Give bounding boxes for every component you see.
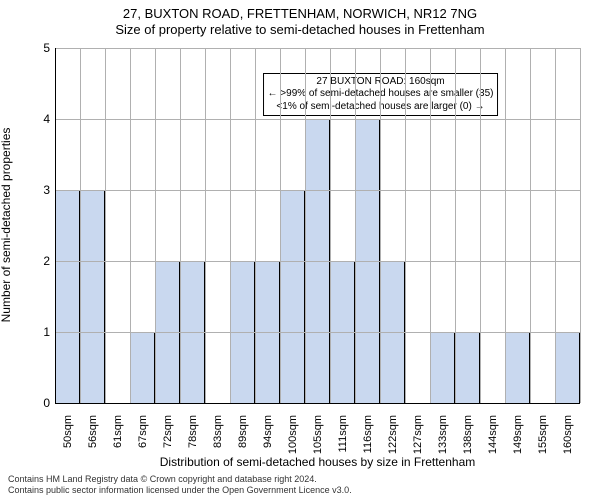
x-tick-label: 67sqm — [137, 415, 149, 475]
gridline-v — [80, 48, 81, 403]
gridline-v — [130, 48, 131, 403]
plot-area: 27 BUXTON ROAD: 160sqm ← >99% of semi-de… — [55, 48, 580, 403]
x-tick-label: 61sqm — [112, 415, 124, 475]
footer-attribution: Contains HM Land Registry data © Crown c… — [8, 474, 352, 497]
bar — [280, 190, 305, 403]
gridline-v — [305, 48, 306, 403]
gridline-v — [405, 48, 406, 403]
y-axis-label: Number of semi-detached properties — [0, 128, 13, 323]
bar — [80, 190, 105, 403]
x-tick-label: 78sqm — [187, 415, 199, 475]
gridline-v — [55, 48, 56, 403]
x-tick-label: 111sqm — [337, 415, 349, 475]
gridline-v — [180, 48, 181, 403]
gridline-v — [280, 48, 281, 403]
gridline-v — [580, 48, 581, 403]
gridline-v — [255, 48, 256, 403]
x-tick-label: 144sqm — [487, 415, 499, 475]
gridline-h — [55, 119, 580, 120]
bar — [130, 332, 155, 403]
x-tick-label: 116sqm — [362, 415, 374, 475]
x-tick-label: 89sqm — [237, 415, 249, 475]
gridline-h — [55, 261, 580, 262]
y-tick-label: 5 — [10, 41, 50, 55]
gridline-v — [455, 48, 456, 403]
gridline-v — [330, 48, 331, 403]
gridline-h — [55, 190, 580, 191]
x-tick-label: 127sqm — [412, 415, 424, 475]
gridline-v — [230, 48, 231, 403]
gridline-h — [55, 48, 580, 49]
y-tick-label: 4 — [10, 112, 50, 126]
chart-title-line2: Size of property relative to semi-detach… — [0, 22, 600, 38]
x-tick-label: 160sqm — [562, 415, 574, 475]
x-tick-label: 56sqm — [87, 415, 99, 475]
x-tick-label: 94sqm — [262, 415, 274, 475]
bar — [55, 190, 80, 403]
y-tick-label: 2 — [10, 254, 50, 268]
x-tick-label: 149sqm — [512, 415, 524, 475]
gridline-v — [480, 48, 481, 403]
y-tick-label: 0 — [10, 396, 50, 410]
gridline-v — [155, 48, 156, 403]
gridline-v — [105, 48, 106, 403]
x-tick-label: 155sqm — [537, 415, 549, 475]
x-tick-label: 138sqm — [462, 415, 474, 475]
y-tick-label: 1 — [10, 325, 50, 339]
gridline-v — [355, 48, 356, 403]
bar — [555, 332, 580, 403]
x-tick-label: 100sqm — [287, 415, 299, 475]
bar — [505, 332, 530, 403]
y-tick-label: 3 — [10, 183, 50, 197]
gridline-h — [55, 403, 580, 404]
gridline-v — [205, 48, 206, 403]
bar — [455, 332, 480, 403]
gridline-v — [380, 48, 381, 403]
gridline-v — [530, 48, 531, 403]
x-tick-label: 50sqm — [62, 415, 74, 475]
x-tick-label: 122sqm — [387, 415, 399, 475]
gridline-v — [505, 48, 506, 403]
footer-line2: Contains public sector information licen… — [8, 485, 352, 496]
chart-title-line1: 27, BUXTON ROAD, FRETTENHAM, NORWICH, NR… — [0, 0, 600, 22]
gridline-v — [430, 48, 431, 403]
x-tick-label: 72sqm — [162, 415, 174, 475]
bar — [430, 332, 455, 403]
x-tick-label: 83sqm — [212, 415, 224, 475]
gridline-v — [555, 48, 556, 403]
gridline-h — [55, 332, 580, 333]
x-tick-label: 133sqm — [437, 415, 449, 475]
x-tick-label: 105sqm — [312, 415, 324, 475]
footer-line1: Contains HM Land Registry data © Crown c… — [8, 474, 352, 485]
